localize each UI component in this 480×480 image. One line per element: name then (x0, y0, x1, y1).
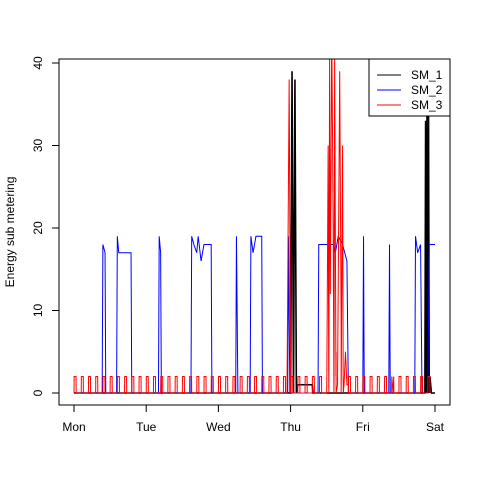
x-tick-label: Thu (280, 420, 301, 434)
x-tick-label: Sat (426, 420, 445, 434)
legend: SM_1SM_2SM_3 (368, 58, 451, 117)
y-axis-label: Energy sub metering (3, 177, 17, 288)
y-tick-label: 0 (31, 389, 45, 396)
y-tick-label: 40 (31, 56, 45, 70)
legend-box (368, 58, 451, 117)
legend-label-sm-3: SM_3 (411, 98, 443, 112)
x-tick-label: Fri (356, 420, 370, 434)
x-tick-label: Mon (62, 420, 85, 434)
legend-label-sm-2: SM_2 (411, 83, 443, 97)
y-tick-label: 30 (31, 139, 45, 153)
y-tick-label: 10 (31, 304, 45, 318)
series-line-sm-1 (74, 71, 435, 394)
legend-label-sm-1: SM_1 (411, 68, 443, 82)
x-tick-label: Wed (206, 420, 230, 434)
x-tick-label: Tue (136, 420, 157, 434)
y-tick-label: 20 (31, 221, 45, 235)
series-line-sm-3 (73, 59, 431, 394)
plot-area (73, 59, 435, 394)
axes: Mon Tue Wed Thu Fri Sat 0 10 20 30 40 (31, 56, 445, 434)
series-line-sm-2 (74, 234, 435, 394)
